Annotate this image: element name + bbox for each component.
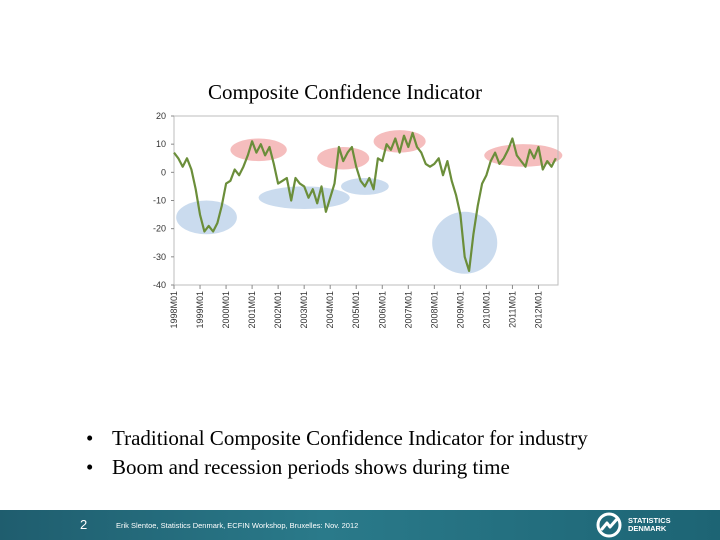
x-tick-label: 2004M01 (325, 291, 335, 329)
page-number: 2 (80, 517, 88, 532)
bullet-marker: • (86, 455, 94, 479)
x-tick-label: 2006M01 (377, 291, 387, 329)
x-tick-label: 2007M01 (403, 291, 413, 329)
logo-line-2: DENMARK (628, 524, 667, 533)
x-tick-label: 1998M01 (169, 291, 179, 329)
y-tick-label: 10 (156, 139, 166, 149)
footer-credit: Erik Slentoe, Statistics Denmark, ECFIN … (116, 521, 359, 530)
x-tick-label: 2010M01 (481, 291, 491, 329)
boom-highlight (484, 144, 563, 167)
x-tick-label: 2002M01 (273, 291, 283, 329)
bullet-marker: • (86, 426, 94, 450)
bullet-text: Traditional Composite Confidence Indicat… (112, 426, 588, 450)
chart-title: Composite Confidence Indicator (207, 80, 483, 104)
plot-area (173, 115, 559, 286)
x-tick-label: 2000M01 (221, 291, 231, 329)
x-tick-label: 1999M01 (195, 291, 205, 329)
bullet-item: • Boom and recession periods shows during… (86, 453, 588, 482)
footer-bar: 2 Erik Slentoe, Statistics Denmark, ECFI… (0, 510, 720, 540)
y-tick-label: -20 (153, 224, 166, 234)
bullet-item: • Traditional Composite Confidence Indica… (86, 424, 588, 453)
y-tick-label: -10 (153, 196, 166, 206)
y-tick-label: 0 (161, 167, 166, 177)
recession-highlight (258, 186, 350, 209)
statistics-denmark-logo: STATISTICS DENMARK (596, 512, 716, 538)
recession-highlight (432, 211, 498, 274)
x-tick-label: 2011M01 (507, 291, 517, 328)
series-line (173, 131, 557, 272)
y-tick-label: -40 (153, 280, 166, 290)
x-tick-label: 2009M01 (455, 291, 465, 329)
x-tick-label: 2001M01 (247, 291, 257, 329)
y-tick-label: -30 (153, 252, 166, 262)
bullet-list: • Traditional Composite Confidence Indica… (86, 424, 588, 482)
logo-mark-icon (596, 512, 622, 538)
x-tick-label: 2008M01 (429, 291, 439, 329)
logo-line-1: STATISTICS (628, 516, 671, 525)
bullet-text: Boom and recession periods shows during … (112, 455, 510, 479)
x-tick-label: 2003M01 (299, 291, 309, 329)
y-tick-label: 20 (156, 111, 166, 121)
x-tick-label: 2012M01 (533, 291, 543, 329)
x-tick-label: 2005M01 (351, 291, 361, 329)
